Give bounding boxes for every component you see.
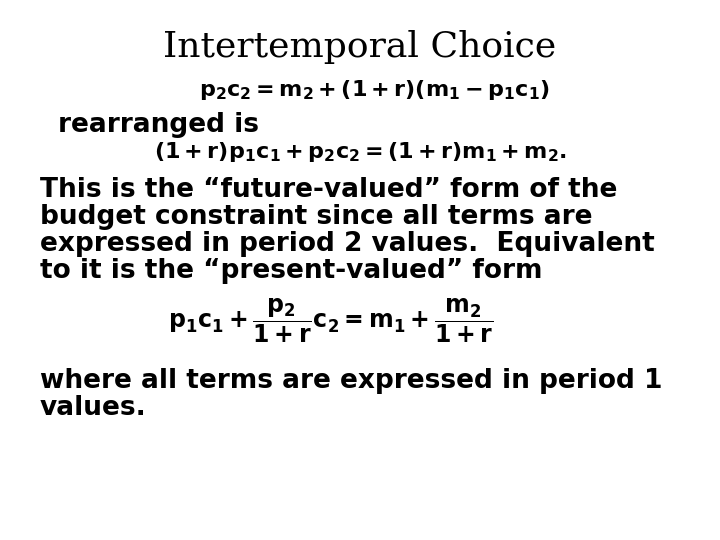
Text: $\mathbf{(1+r)p_1c_1 + p_2c_2 = (1+r)m_1 + m_2.}$: $\mathbf{(1+r)p_1c_1 + p_2c_2 = (1+r)m_1… bbox=[153, 140, 567, 164]
Text: where all terms are expressed in period 1: where all terms are expressed in period … bbox=[40, 368, 662, 394]
Text: rearranged is: rearranged is bbox=[58, 112, 258, 138]
Text: $\mathbf{p_2c_2 = m_2 + (1+r)(m_1 - p_1c_1)}$: $\mathbf{p_2c_2 = m_2 + (1+r)(m_1 - p_1c… bbox=[199, 78, 550, 102]
Text: values.: values. bbox=[40, 395, 146, 421]
Text: This is the “future-valued” form of the: This is the “future-valued” form of the bbox=[40, 177, 617, 203]
Text: expressed in period 2 values.  Equivalent: expressed in period 2 values. Equivalent bbox=[40, 231, 654, 257]
Text: to it is the “present-valued” form: to it is the “present-valued” form bbox=[40, 258, 542, 284]
Text: $\mathbf{p_1c_1 + \dfrac{p_2}{1+r}c_2 = m_1 + \dfrac{m_2}{1+r}}$: $\mathbf{p_1c_1 + \dfrac{p_2}{1+r}c_2 = … bbox=[168, 297, 494, 346]
Text: Intertemporal Choice: Intertemporal Choice bbox=[163, 30, 557, 64]
Text: budget constraint since all terms are: budget constraint since all terms are bbox=[40, 204, 592, 230]
